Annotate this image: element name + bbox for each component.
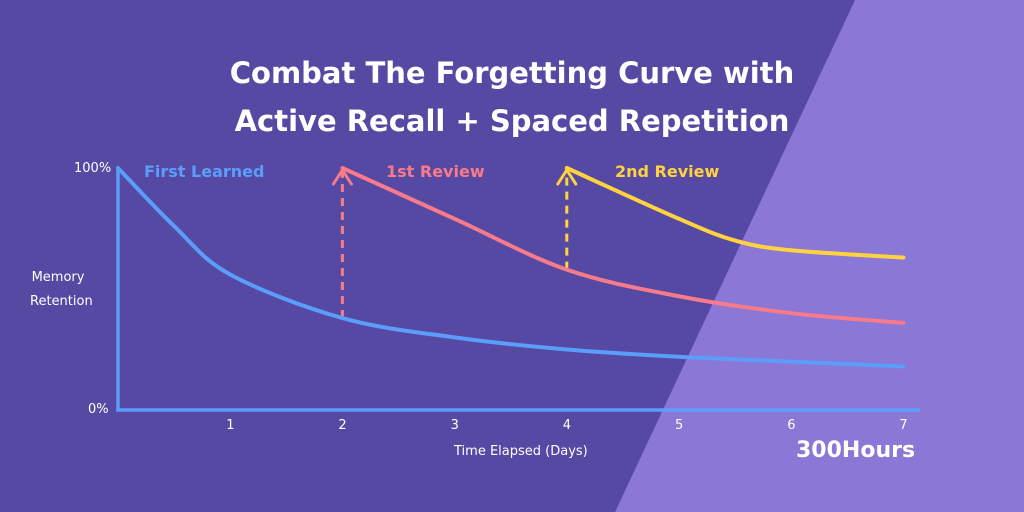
y-axis-label-line-2: Retention	[30, 294, 93, 309]
brand-logo: 300Hours	[796, 438, 916, 463]
chart-title-line-2: Active Recall + Spaced Repetition	[234, 104, 790, 138]
y-axis-label: Memory Retention	[30, 266, 93, 314]
chart-title-line-1: Combat The Forgetting Curve with	[229, 56, 795, 90]
legend-first-learned: First Learned	[144, 162, 265, 181]
x-tick-label: 2	[338, 418, 347, 433]
series-line-1	[116, 166, 906, 369]
legend-second-review: 2nd Review	[615, 162, 720, 181]
y-tick-100: 100%	[74, 161, 112, 176]
y-axis-label-line-1: Memory	[31, 270, 85, 285]
x-tick-label: 3	[450, 418, 459, 433]
x-tick-label: 6	[787, 418, 796, 433]
x-tick-label: 1	[226, 418, 235, 433]
y-tick-0: 0%	[88, 402, 109, 417]
series-line-2	[340, 166, 906, 325]
x-axis-label: Time Elapsed (Days)	[454, 444, 588, 459]
x-tick-label: 4	[562, 418, 572, 433]
axes	[116, 168, 921, 412]
legend-first-review: 1st Review	[386, 162, 485, 181]
x-tick-label: 7	[899, 418, 908, 433]
x-tick-label: 5	[675, 418, 684, 433]
diagonal-background-panel	[615, 0, 1024, 512]
series-line-3	[564, 166, 906, 260]
